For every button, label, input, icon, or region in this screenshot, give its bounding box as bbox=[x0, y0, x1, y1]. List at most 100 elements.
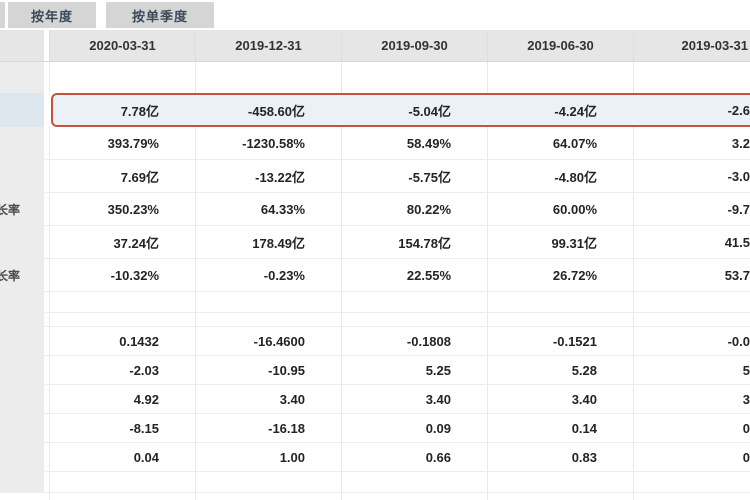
value-cell bbox=[49, 313, 195, 326]
row-label-fragment: ） bbox=[0, 443, 49, 471]
tab-bar: 按年度 按单季度 bbox=[0, 0, 750, 30]
value-cell: 3.40 bbox=[195, 385, 341, 413]
value-cell: -8.15 bbox=[49, 414, 195, 442]
value-cell: 3.40 bbox=[341, 385, 487, 413]
value-cell: 26.72% bbox=[487, 259, 633, 291]
value-cell: -2.6 bbox=[727, 102, 750, 118]
value-cell: -16.4600 bbox=[195, 327, 341, 355]
highlight-border bbox=[51, 93, 750, 127]
row-label-fragment: ） bbox=[0, 414, 49, 442]
value-cell: -5.04亿 bbox=[408, 103, 451, 119]
value-cell bbox=[195, 313, 341, 326]
spacer-row bbox=[0, 292, 750, 313]
value-cell bbox=[341, 313, 487, 326]
value-cell bbox=[49, 493, 195, 500]
value-cell: 0.04 bbox=[49, 443, 195, 471]
highlighted-row[interactable]: 7.78亿 -458.60亿 -5.04亿 -4.24亿 -2.6 bbox=[0, 93, 750, 127]
value-cell: 64.33% bbox=[195, 193, 341, 225]
column-header-date: 2019-03-31 bbox=[633, 30, 750, 61]
value-cell: 154.78亿 bbox=[341, 226, 487, 258]
tab-by-year[interactable]: 按年度 bbox=[8, 2, 96, 28]
value-cell: 178.49亿 bbox=[195, 226, 341, 258]
value-cell bbox=[487, 292, 633, 312]
quarterly-indicators-table: 2020-03-31 2019-12-31 2019-09-30 2019-06-30… bbox=[0, 30, 750, 500]
value-cell: -5.75亿 bbox=[341, 160, 487, 192]
row-label-fragment: 长率 bbox=[0, 193, 49, 225]
value-cell: 60.00% bbox=[487, 193, 633, 225]
value-cell: 99.31亿 bbox=[487, 226, 633, 258]
value-cell bbox=[49, 62, 195, 93]
table-row[interactable]: 37.24亿 178.49亿 154.78亿 99.31亿 41.5 bbox=[0, 226, 750, 259]
value-cell: -2.03 bbox=[49, 356, 195, 384]
value-cell bbox=[487, 493, 633, 500]
left-clipped-tab-stub bbox=[0, 2, 5, 28]
value-cell: 53.7 bbox=[633, 259, 750, 291]
value-cell: 5 bbox=[633, 356, 750, 384]
value-cell: 1.00 bbox=[195, 443, 341, 471]
value-cell: -4.24亿 bbox=[554, 103, 597, 119]
row-label-fragment bbox=[0, 292, 49, 312]
row-label-fragment bbox=[0, 226, 49, 258]
row-label-fragment bbox=[0, 93, 49, 127]
value-cell: 64.07% bbox=[487, 127, 633, 159]
table-row[interactable]: ）4.923.403.403.403 bbox=[0, 385, 750, 414]
row-label-fragment bbox=[0, 62, 49, 93]
value-cell: -16.18 bbox=[195, 414, 341, 442]
value-cell: 0.83 bbox=[487, 443, 633, 471]
row-label-fragment bbox=[0, 327, 49, 355]
value-cell: -10.95 bbox=[195, 356, 341, 384]
value-cell bbox=[487, 62, 633, 93]
value-cell bbox=[49, 292, 195, 312]
value-cell bbox=[633, 472, 750, 492]
value-cell: 0 bbox=[633, 443, 750, 471]
value-cell: 0 bbox=[633, 414, 750, 442]
tab-by-quarter-label: 按单季度 bbox=[131, 8, 188, 24]
table-row[interactable]: 0.1432 -16.4600 -0.1808 -0.1521 -0.0 bbox=[0, 327, 750, 356]
table-row[interactable]: 7.69亿 -13.22亿 -5.75亿 -4.80亿 -3.0 bbox=[0, 160, 750, 193]
table-body: 7.78亿 -458.60亿 -5.04亿 -4.24亿 -2.6 393.79% -123… bbox=[0, 62, 750, 500]
value-cell: 0.09 bbox=[341, 414, 487, 442]
value-cell: -0.1521 bbox=[487, 327, 633, 355]
value-cell bbox=[195, 493, 341, 500]
value-cell: 5.25 bbox=[341, 356, 487, 384]
row-label-fragment bbox=[0, 160, 49, 192]
table-row[interactable]: 长率350.23%64.33%80.22%60.00%-9.7 bbox=[0, 193, 750, 226]
spacer-row bbox=[0, 472, 750, 493]
value-cell: 0.66 bbox=[341, 443, 487, 471]
value-cell: 3 bbox=[633, 385, 750, 413]
table-row[interactable]: ）0.041.000.660.830 bbox=[0, 443, 750, 472]
table-row[interactable]: ）-8.15-16.180.090.140 bbox=[0, 414, 750, 443]
value-cell bbox=[195, 62, 341, 93]
row-label-fragment bbox=[0, 313, 49, 326]
value-cell bbox=[49, 472, 195, 492]
tab-by-quarter[interactable]: 按单季度 bbox=[106, 2, 214, 28]
value-cell bbox=[341, 472, 487, 492]
column-header-date: 2019-09-30 bbox=[341, 30, 487, 61]
value-cell: 5.28 bbox=[487, 356, 633, 384]
value-cell bbox=[487, 313, 633, 326]
value-cell: 4.92 bbox=[49, 385, 195, 413]
value-cell bbox=[195, 472, 341, 492]
value-cell bbox=[633, 313, 750, 326]
value-cell: -458.60亿 bbox=[247, 103, 305, 119]
value-cell: 7.78亿 bbox=[120, 103, 159, 119]
table-row[interactable]: -2.03 -10.95 5.25 5.28 5 bbox=[0, 356, 750, 385]
value-cell: 3.2 bbox=[633, 127, 750, 159]
value-cell: 58.49% bbox=[341, 127, 487, 159]
value-cell bbox=[341, 292, 487, 312]
value-cell: 0.1432 bbox=[49, 327, 195, 355]
row-label-fragment bbox=[0, 356, 49, 384]
value-cell: -0.1808 bbox=[341, 327, 487, 355]
table-row[interactable]: 393.79% -1230.58% 58.49% 64.07% 3.2 bbox=[0, 127, 750, 160]
header-label-cell bbox=[0, 30, 49, 61]
value-cell: -1230.58% bbox=[195, 127, 341, 159]
value-cell: -0.0 bbox=[633, 327, 750, 355]
value-cell: -3.0 bbox=[633, 160, 750, 192]
row-label-fragment: 长率 bbox=[0, 259, 49, 291]
value-cell: -0.23% bbox=[195, 259, 341, 291]
value-cell: 3.40 bbox=[487, 385, 633, 413]
table-row[interactable]: 长率-10.32%-0.23%22.55%26.72%53.7 bbox=[0, 259, 750, 292]
value-cell bbox=[633, 292, 750, 312]
column-header-date: 2020-03-31 bbox=[49, 30, 195, 61]
column-header-date: 2019-12-31 bbox=[195, 30, 341, 61]
